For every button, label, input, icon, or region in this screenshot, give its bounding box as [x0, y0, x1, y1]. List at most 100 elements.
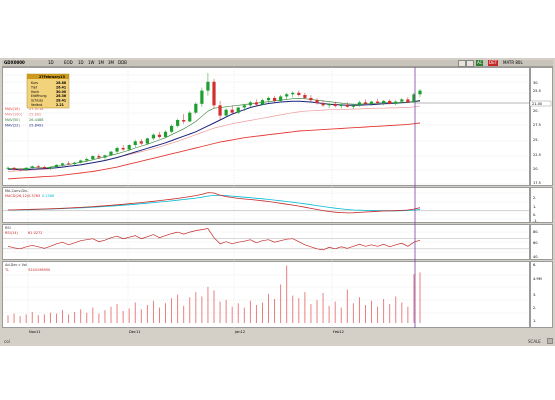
tab-eod[interactable]: EOD — [64, 60, 73, 65]
candle-body — [272, 97, 277, 101]
price-tick-label: 27.5 — [533, 123, 541, 127]
mode-ddb-button[interactable]: DDB — [118, 60, 127, 65]
candle-body — [382, 100, 386, 104]
macd-legend-title: MA-Conv.Div. — [5, 189, 28, 193]
tooltip-row-label: Hoch — [31, 90, 39, 94]
ac-button[interactable]: AC — [476, 60, 484, 66]
candle-body — [266, 97, 271, 101]
candle-body — [291, 92, 295, 95]
price-legend-label: MAV(50) — [5, 118, 20, 122]
price-axis-pane[interactable] — [530, 67, 553, 186]
symbol-field[interactable]: GDX0000 — [4, 60, 25, 65]
candle-body — [66, 163, 71, 165]
tooltip-row-label: Kurs — [31, 81, 38, 85]
candle-body — [412, 94, 416, 103]
candle-body — [400, 99, 404, 102]
candle-body — [85, 158, 89, 161]
tooltip-row-value: 2.21 — [56, 103, 64, 107]
candle-body — [303, 95, 307, 98]
candle-body — [18, 169, 22, 171]
candle-body — [315, 100, 319, 104]
mode-1m-button[interactable]: 1M — [98, 60, 104, 65]
candle-body — [121, 147, 125, 150]
macd-tick-label: 1. — [533, 205, 536, 209]
candle-body — [182, 120, 186, 122]
candle-body — [327, 103, 331, 106]
price-tick-label: 20. — [533, 167, 539, 171]
price-pane[interactable] — [2, 67, 530, 186]
candle-body — [375, 101, 380, 104]
volume-axis-pane[interactable] — [530, 261, 553, 328]
ma-navy-line — [8, 100, 421, 171]
toolbar-zoom-icon[interactable] — [466, 60, 474, 67]
rsi-legend-label: RSI(14) — [5, 231, 19, 235]
candle-body — [230, 109, 234, 113]
candle-body — [406, 99, 410, 103]
rsi-line — [7, 228, 421, 251]
tab-1d[interactable]: 1D — [78, 60, 84, 65]
price-legend-label: MAV(10) — [5, 107, 20, 111]
tooltip-bg — [26, 73, 70, 109]
candle-body — [133, 141, 137, 146]
status-left: col — [4, 339, 10, 344]
candle-body — [54, 164, 59, 168]
candle-body — [127, 145, 131, 150]
x-tick-label: Nov11 — [29, 330, 41, 334]
candle-body — [218, 105, 222, 116]
candle-body — [73, 162, 77, 165]
candle-body — [321, 103, 325, 106]
candle-body — [139, 141, 143, 144]
tooltip-row-value: 26.41 — [56, 85, 66, 89]
candle-body — [388, 100, 392, 104]
price-tick-label: 22.5 — [533, 153, 541, 157]
price-tick-label: 25. — [533, 138, 539, 142]
volume-legend-title: Ad.Dec c Vol — [5, 263, 27, 267]
tooltip-row-label: Schluss — [31, 99, 43, 103]
macd-tick-label: 0. — [533, 213, 536, 217]
candle-body — [309, 97, 313, 101]
mode-3m-button[interactable]: 3M — [108, 60, 114, 65]
macd-legend-label: MACD(26,12) — [5, 194, 29, 198]
det-button[interactable]: DET — [488, 60, 499, 66]
rsi-tick-label: 40. — [533, 255, 539, 259]
candle-body — [224, 109, 228, 116]
macd-axis-pane[interactable] — [530, 187, 553, 223]
period-label[interactable]: 1D — [48, 60, 54, 65]
candle-body — [394, 101, 398, 104]
rsi-axis-pane[interactable] — [530, 224, 553, 260]
macd-tick-label: -1. — [533, 219, 538, 223]
price-legend-label: MAV(22) — [5, 124, 20, 128]
toolbar-grid-icon[interactable] — [458, 60, 466, 67]
scroll-right-handle[interactable] — [547, 338, 553, 344]
matr-button[interactable]: MATR 80L — [503, 60, 523, 65]
candle-body — [351, 105, 355, 107]
tooltip-row-value: 28.88 — [56, 81, 67, 85]
candle-body — [176, 120, 180, 126]
price-legend-label: MAV(100) — [5, 113, 23, 117]
last-price-label: 21.00 — [532, 102, 542, 106]
candle-body — [188, 112, 192, 122]
macd-signal-legend-value: 0.2588 — [42, 194, 54, 198]
x-tick-label: Feb12 — [333, 330, 344, 334]
candle-body — [357, 102, 362, 106]
candle-body — [151, 134, 156, 139]
candle-body — [236, 107, 240, 113]
candle-body — [6, 167, 10, 169]
mode-1w-button[interactable]: 1W — [88, 60, 95, 65]
volume-pane[interactable] — [2, 261, 530, 328]
volume-tick-label: 3. — [533, 293, 536, 297]
candle-body — [254, 102, 259, 105]
tooltip-header — [27, 74, 69, 79]
candle-body — [103, 155, 107, 158]
candle-body — [157, 134, 162, 137]
rsi-legend-value: 61.0272 — [28, 231, 42, 235]
tooltip-row-value: 26.36 — [56, 94, 67, 98]
tooltip-row-label: Veränd. — [31, 103, 43, 107]
price-tick-label: 17.5 — [533, 181, 541, 185]
volume-tick-label: 6. — [533, 263, 536, 267]
volume-legend-label: TL — [4, 268, 9, 272]
price-legend-value: 26.4488 — [29, 118, 43, 122]
candle-body — [206, 81, 210, 91]
volume-tick-label: 2. — [533, 306, 536, 310]
